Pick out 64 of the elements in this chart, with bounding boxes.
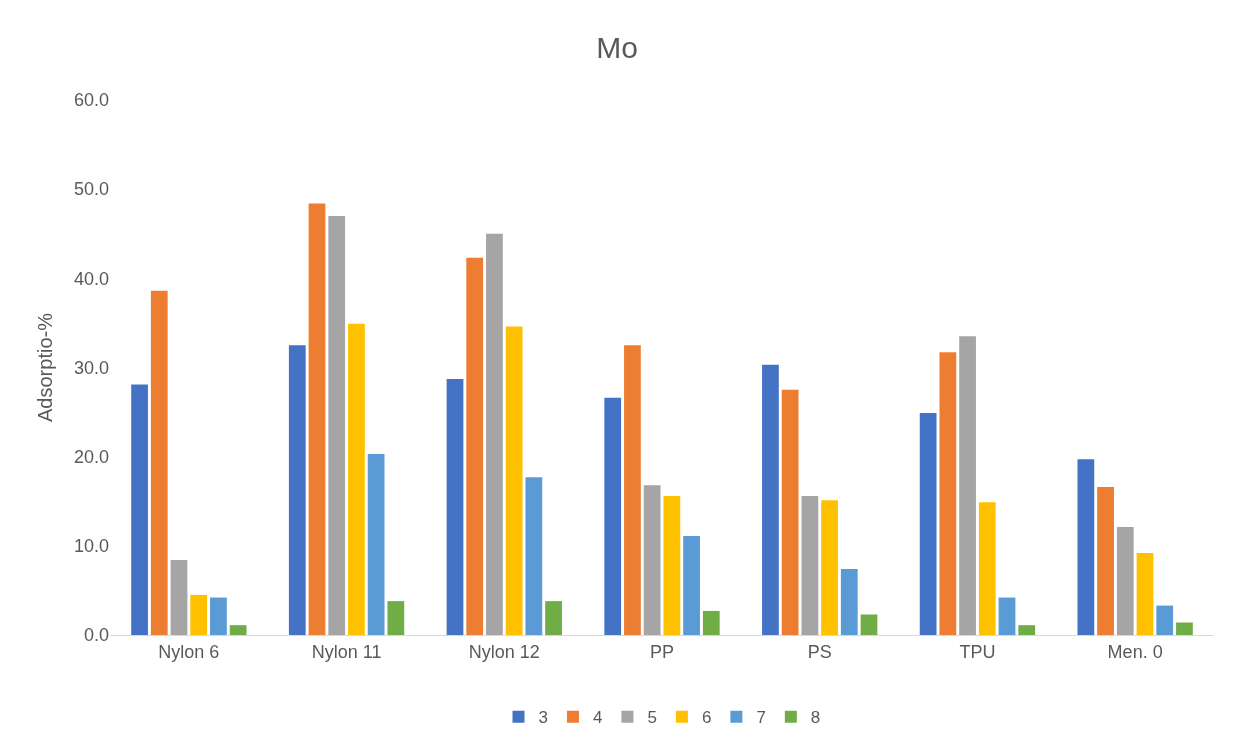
y-tick-label: 20.0 <box>73 446 109 467</box>
bar <box>860 614 878 635</box>
bar <box>1136 552 1154 635</box>
bar <box>505 326 523 635</box>
legend-label: 7 <box>756 708 766 728</box>
bar <box>466 257 484 635</box>
bar <box>702 610 720 635</box>
bar <box>210 597 227 635</box>
bar <box>801 495 819 635</box>
bar <box>446 379 464 635</box>
legend-label: 8 <box>810 708 821 728</box>
bar <box>545 601 562 635</box>
bar <box>308 203 326 635</box>
bar <box>1077 459 1095 635</box>
x-tick-label: Nylon 11 <box>311 641 382 662</box>
bar <box>328 215 346 635</box>
bar <box>367 453 385 635</box>
bar <box>959 336 976 635</box>
legend-label: 4 <box>592 708 603 728</box>
bar <box>1097 486 1114 635</box>
legend-label: 3 <box>538 708 548 728</box>
bar <box>525 477 543 635</box>
bar <box>624 345 641 635</box>
bar <box>821 500 838 635</box>
bar <box>170 560 188 635</box>
y-tick-label: 60.0 <box>73 90 109 111</box>
x-tick-label: PP <box>649 641 675 662</box>
bar <box>781 389 799 635</box>
bar <box>663 495 681 635</box>
bar <box>190 594 208 635</box>
bar <box>1018 625 1036 635</box>
bar <box>978 502 996 635</box>
bar <box>288 345 306 635</box>
bar <box>840 569 858 635</box>
y-tick-label: 10.0 <box>73 536 109 557</box>
bar <box>643 485 661 635</box>
legend-label: 6 <box>701 708 712 728</box>
bar <box>1176 622 1193 635</box>
bar <box>1156 605 1174 635</box>
bar <box>229 625 247 635</box>
legend-label: 5 <box>647 708 657 728</box>
bar <box>387 601 405 635</box>
bar <box>150 290 168 635</box>
bar <box>939 352 957 635</box>
x-tick-label: Nylon 6 <box>158 641 220 662</box>
x-tick-label: TPU <box>959 641 996 662</box>
y-tick-label: 40.0 <box>73 268 109 289</box>
bar <box>131 384 148 635</box>
x-tick-label: Nylon 12 <box>468 641 540 662</box>
bar <box>683 536 700 635</box>
bar <box>486 233 503 635</box>
bar <box>762 364 779 635</box>
bar <box>998 597 1016 635</box>
y-axis-title: Adsorptio-% <box>34 312 57 422</box>
bar <box>919 412 937 635</box>
y-tick-label: 30.0 <box>73 357 109 378</box>
y-tick-label: 50.0 <box>73 179 109 200</box>
x-tick-label: Men. 0 <box>1107 641 1163 662</box>
chart-title: Mo <box>596 31 638 65</box>
bar <box>1116 527 1134 635</box>
bar <box>604 397 622 635</box>
x-tick-label: PS <box>807 641 832 662</box>
bar <box>348 323 365 635</box>
y-tick-label: 0.0 <box>83 625 109 646</box>
